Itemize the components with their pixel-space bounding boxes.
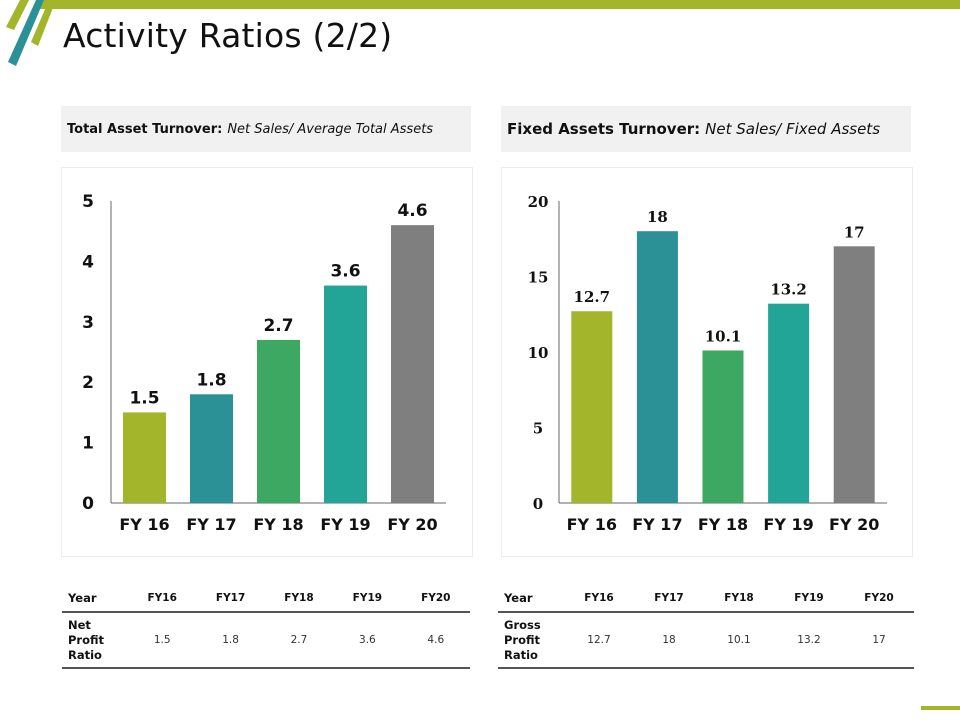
row-label-line: Net: [68, 617, 91, 632]
x-tick-label: FY 16: [567, 515, 617, 534]
row-label-line: Ratio: [504, 647, 538, 662]
table-cell: 17: [844, 612, 914, 669]
table-cell: 13.2: [774, 612, 844, 669]
table-row: Net Profit Ratio 1.5 1.8 2.7 3.6 4.6: [62, 612, 470, 669]
table-header-cell: FY16: [128, 585, 197, 613]
row-label-line: Ratio: [68, 647, 102, 662]
bar-fy-19: [768, 303, 810, 503]
bar-fy-20: [833, 246, 875, 504]
x-tick-label: FY 17: [186, 515, 236, 534]
table-header-cell: FY20: [401, 585, 470, 613]
table-header-cell: FY19: [774, 585, 844, 613]
decorative-stripes-icon: [6, 0, 56, 66]
chart-svg-left: 0 1 2 3 4 5 1.5 FY 16 1.8 FY 17 2.7 FY 18 3.6 FY 19 4.…: [82, 192, 446, 534]
table-header-cell: Year: [498, 585, 564, 613]
table-cell: 4.6: [401, 612, 470, 669]
x-tick-label: FY 18: [253, 515, 303, 534]
x-tick-label: FY 16: [119, 515, 169, 534]
stripe-teal: [8, 0, 44, 66]
table-header-cell: FY18: [704, 585, 774, 613]
bar-fy-16: [123, 412, 166, 503]
x-tick-label: FY 19: [320, 515, 370, 534]
y-tick-label: 2: [82, 373, 94, 393]
gross-profit-ratio-table: Year FY16 FY17 FY18 FY19 FY20 Gross Prof…: [498, 585, 914, 669]
left-chart-header: Total Asset Turnover: Net Sales/ Average…: [61, 106, 471, 152]
left-header-italic: Net Sales/ Average Total Assets: [227, 121, 434, 137]
table-header-cell: Year: [62, 585, 128, 613]
data-label: 17: [844, 223, 865, 241]
bar-fy-18: [257, 339, 300, 503]
x-tick-label: FY 17: [632, 515, 682, 534]
net-profit-ratio-table: Year FY16 FY17 FY18 FY19 FY20 Net Profit…: [62, 585, 470, 669]
table-header-cell: FY19: [333, 585, 402, 613]
y-tick-label: 15: [528, 269, 549, 287]
stripe-green-1: [6, 0, 29, 30]
y-tick-label: 4: [82, 252, 94, 272]
row-label-line: Gross: [504, 617, 541, 632]
bar-fy-18: [702, 350, 744, 503]
x-tick-label: FY 20: [829, 515, 879, 534]
top-accent-bar: [40, 0, 960, 9]
y-tick-label: 3: [82, 313, 94, 333]
y-tick-label: 20: [528, 193, 549, 211]
data-label: 12.7: [574, 288, 611, 306]
x-tick-label: FY 20: [387, 515, 437, 534]
x-tick-label: FY 19: [763, 515, 813, 534]
data-label: 18: [647, 208, 668, 226]
y-tick-label: 0: [533, 495, 543, 513]
y-tick-label: 1: [82, 434, 94, 454]
table-header-row: Year FY16 FY17 FY18 FY19 FY20: [62, 585, 470, 613]
data-label: 2.7: [263, 316, 293, 336]
bar-fy-17: [190, 394, 233, 503]
y-tick-label: 10: [528, 344, 549, 362]
x-tick-label: FY 18: [698, 515, 748, 534]
y-tick-label: 5: [533, 420, 543, 438]
right-chart-header: Fixed Assets Turnover: Net Sales/ Fixed …: [501, 106, 911, 152]
chart-svg-right: 0 5 10 15 20 12.7 FY 16 18 FY 17 10.1 FY 18 13.2 FY …: [528, 193, 887, 534]
data-label: 3.6: [330, 262, 360, 282]
table-row: Gross Profit Ratio 12.7 18 10.1 13.2 17: [498, 612, 914, 669]
bar-fy-16: [571, 311, 613, 503]
table-header-cell: FY18: [264, 585, 334, 613]
table-cell: 12.7: [564, 612, 634, 669]
bar-fy-17: [636, 231, 678, 503]
fixed-assets-turnover-chart: 0 5 10 15 20 12.7 FY 16 18 FY 17 10.1 FY 18 13.2 FY …: [501, 167, 913, 557]
bottom-accent-bar: [921, 706, 960, 710]
data-label: 10.1: [705, 327, 742, 345]
table-cell: 18: [634, 612, 704, 669]
y-tick-label: 5: [82, 192, 94, 212]
row-label-line: Profit: [68, 632, 105, 647]
y-tick-label: 0: [82, 494, 94, 514]
data-label: 1.5: [129, 388, 159, 408]
table-header-cell: FY17: [634, 585, 704, 613]
left-header-bold: Total Asset Turnover:: [67, 121, 223, 137]
slide-title: Activity Ratios (2/2): [63, 16, 393, 55]
table-cell: 1.8: [196, 612, 265, 669]
table-cell: 1.5: [128, 612, 197, 669]
data-label: 1.8: [196, 370, 226, 390]
table-row-label: Gross Profit Ratio: [498, 612, 564, 669]
total-asset-turnover-chart: 0 1 2 3 4 5 1.5 FY 16 1.8 FY 17 2.7 FY 18 3.6 FY 19 4.…: [61, 167, 473, 557]
table-cell: 10.1: [704, 612, 774, 669]
data-label: 4.6: [397, 201, 427, 221]
table-header-cell: FY16: [564, 585, 634, 613]
table-header-cell: FY17: [196, 585, 265, 613]
table-row-label: Net Profit Ratio: [62, 612, 128, 669]
stripe-green-2: [31, 0, 56, 46]
right-header-italic: Net Sales/ Fixed Assets: [705, 120, 881, 138]
table-header-cell: FY20: [844, 585, 914, 613]
table-header-row: Year FY16 FY17 FY18 FY19 FY20: [498, 585, 914, 613]
data-label: 13.2: [770, 281, 807, 299]
row-label-line: Profit: [504, 632, 541, 647]
table-cell: 3.6: [333, 612, 402, 669]
table-cell: 2.7: [264, 612, 334, 669]
right-header-bold: Fixed Assets Turnover:: [507, 120, 701, 138]
bar-fy-19: [324, 285, 367, 503]
bar-fy-20: [391, 225, 434, 503]
